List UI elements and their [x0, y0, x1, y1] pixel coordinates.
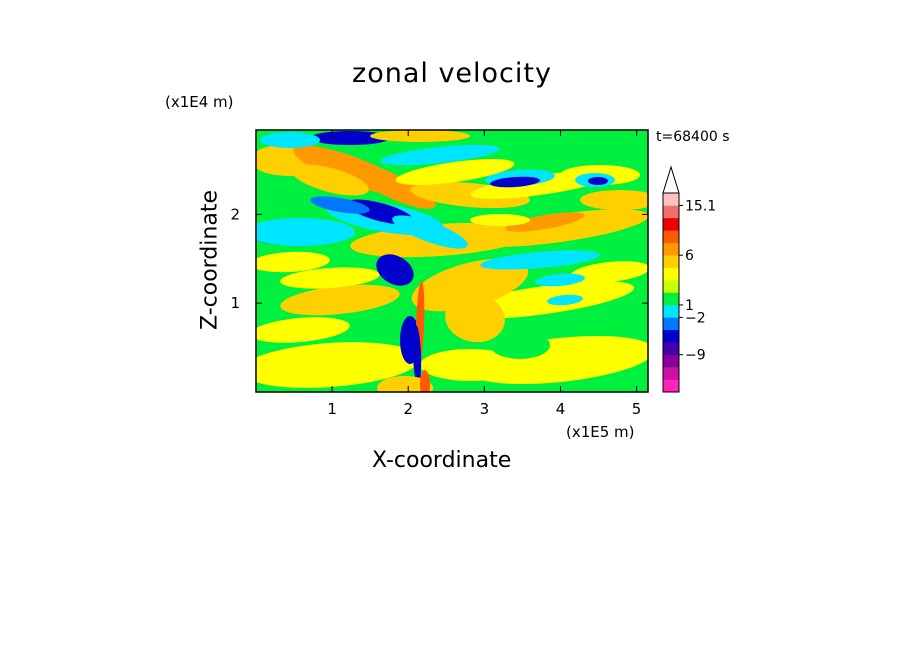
field-contour — [580, 190, 648, 210]
plot-frame — [255, 129, 649, 393]
field-contour — [420, 349, 520, 381]
y-axis-ticks: 12 — [230, 205, 648, 312]
colorbar-swatch — [663, 205, 679, 219]
field-contour — [535, 273, 585, 287]
field-contour — [291, 164, 369, 196]
field-contour — [570, 261, 648, 283]
field-contour — [547, 294, 583, 306]
x-tick-label: 1 — [327, 400, 337, 418]
colorbar-frame — [662, 192, 680, 393]
colorbar-label: 6 — [685, 248, 694, 264]
y-tick-label: 1 — [230, 294, 240, 312]
x-tick-label: 4 — [556, 400, 566, 418]
colorbar-swatch — [663, 267, 679, 281]
colorbar-swatch — [663, 230, 679, 244]
field-contour — [505, 212, 585, 232]
x-tick-label: 5 — [632, 400, 642, 418]
colorbar-swatch — [663, 217, 679, 231]
field-contour — [380, 144, 500, 166]
colorbar: 15.1 6 1−2 −9 — [662, 165, 716, 393]
time-label: t=68400 s — [656, 129, 730, 145]
field-contour — [256, 218, 355, 246]
colorbar-swatch — [663, 242, 679, 256]
colorbar-swatch — [663, 342, 679, 355]
chart-title: zonal velocity — [352, 58, 552, 89]
field-contour — [490, 176, 540, 188]
field-contour — [310, 131, 390, 145]
field-contour — [280, 267, 380, 289]
field-contour — [256, 251, 330, 273]
colorbar-swatch — [663, 292, 679, 306]
colorbar-swatch — [663, 255, 679, 268]
field-contour — [588, 177, 608, 185]
colorbar-swatch — [663, 304, 679, 318]
field-contour — [344, 161, 436, 209]
field-contour — [256, 342, 420, 388]
field-contour — [256, 317, 350, 343]
colorbar-swatch — [663, 354, 679, 368]
colorbar-swatch — [663, 379, 679, 393]
x-axis-title: X-coordinate — [372, 448, 512, 473]
colorbar-swatch — [663, 367, 679, 380]
colorbar-swatch — [663, 317, 679, 331]
field-contour — [370, 130, 470, 142]
colorbar-label: 1 — [685, 298, 694, 314]
field-contour — [411, 258, 529, 312]
colorbar-swatch — [663, 329, 679, 343]
field-contour — [280, 284, 400, 316]
field-contour — [392, 215, 468, 249]
field-contour — [445, 293, 505, 343]
field-contour — [480, 250, 600, 270]
colorbar-label: 15.1 — [685, 198, 716, 214]
field-contour — [470, 214, 530, 226]
x-axis-multiplier: (x1E5 m) — [566, 423, 635, 441]
field-contour — [420, 370, 430, 392]
field-contour — [310, 196, 370, 214]
colorbar-label: −9 — [685, 348, 706, 364]
field-contour — [376, 254, 414, 286]
field-contour — [260, 132, 320, 148]
field-contour — [412, 325, 422, 385]
y-axis-multiplier: (x1E4 m) — [165, 93, 234, 111]
field-contour — [470, 209, 648, 247]
x-tick-label: 2 — [403, 400, 413, 418]
colorbar-label: −2 — [685, 310, 706, 326]
velocity-field — [256, 130, 648, 392]
y-tick-label: 2 — [230, 205, 240, 223]
field-contour — [377, 376, 433, 392]
colorbar-swatch — [663, 280, 679, 293]
field-contour — [490, 331, 550, 359]
x-tick-label: 3 — [480, 400, 490, 418]
field-contour — [395, 159, 515, 185]
colorbar-extend-arrow — [662, 165, 680, 194]
colorbar-swatch — [663, 193, 679, 206]
x-axis-ticks: 1 2 3 4 5 — [327, 130, 641, 418]
